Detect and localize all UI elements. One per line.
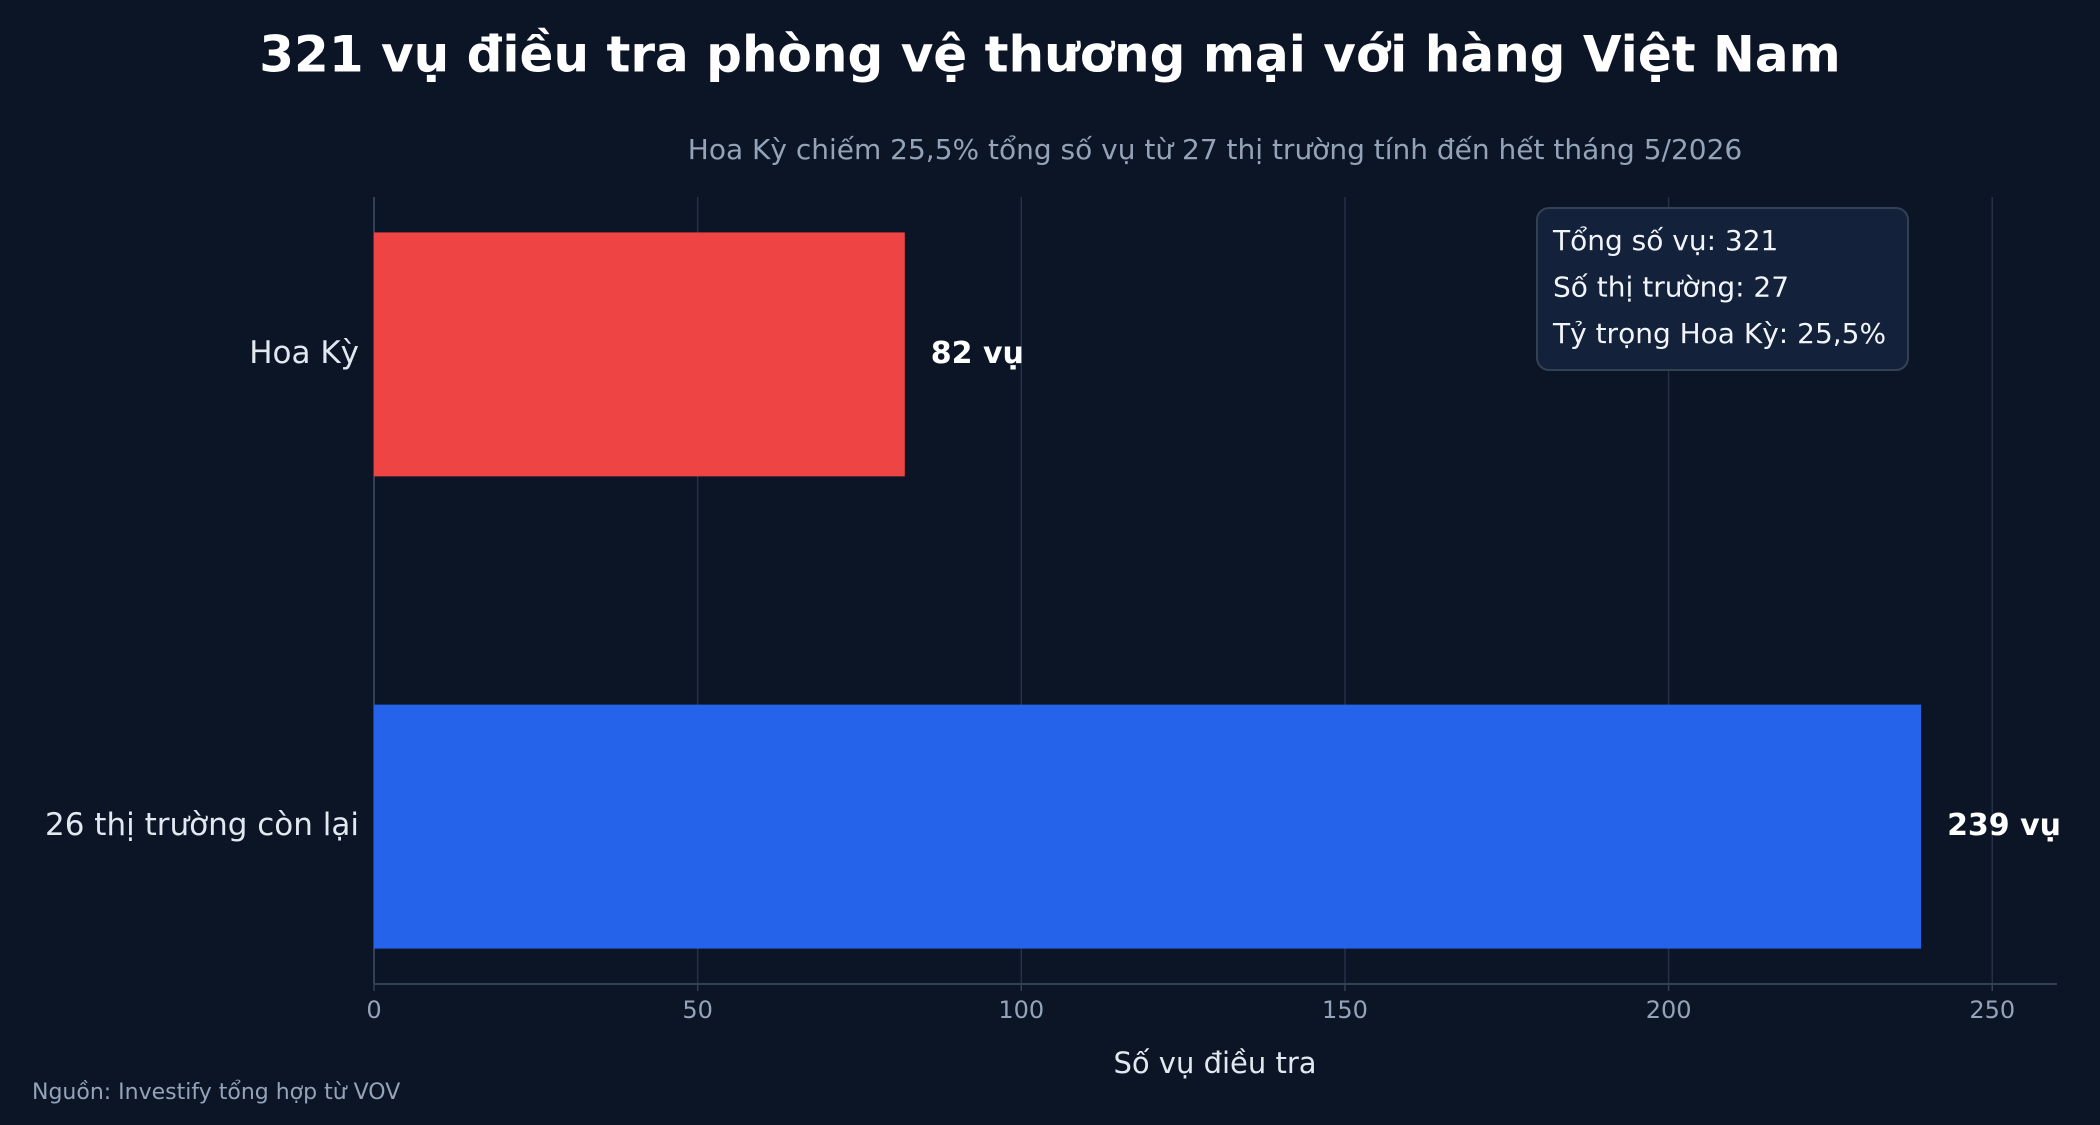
y-tick-label: 26 thị trường còn lại (45, 807, 359, 843)
annotation-line: Số thị trường: 27 (1553, 271, 1789, 304)
x-tick-label: 0 (366, 996, 381, 1024)
bar (374, 704, 1922, 949)
annotation-box (1536, 207, 1909, 371)
x-tick-label: 250 (1969, 996, 2015, 1024)
bar (374, 232, 905, 477)
x-tick-label: 100 (998, 996, 1044, 1024)
x-tick-label: 50 (682, 996, 713, 1024)
x-tick-label: 200 (1646, 996, 1692, 1024)
x-axis-label: Số vụ điều tra (1113, 1046, 1316, 1080)
source: Nguồn: Investify tổng hợp từ VOV (32, 1080, 400, 1105)
annotation-line: Tỷ trọng Hoa Kỳ: 25,5% (1552, 317, 1886, 350)
value-label: 82 vụ (931, 336, 1024, 371)
value-label: 239 vụ (1947, 808, 2061, 843)
chart-subtitle: Hoa Kỳ chiếm 25,5% tổng số vụ từ 27 thị … (688, 133, 1742, 166)
annotation-line: Tổng số vụ: 321 (1552, 224, 1778, 257)
chart-title: 321 vụ điều tra phòng vệ thương mại với … (259, 26, 1840, 84)
y-tick-label: Hoa Kỳ (249, 335, 359, 371)
x-tick-label: 150 (1322, 996, 1368, 1024)
